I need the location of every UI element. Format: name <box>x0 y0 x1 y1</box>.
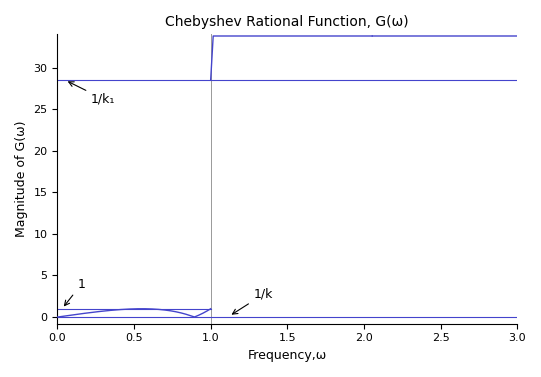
Text: 1: 1 <box>64 278 85 306</box>
Title: Chebyshev Rational Function, G(ω): Chebyshev Rational Function, G(ω) <box>166 15 409 29</box>
Text: 1/k₁: 1/k₁ <box>69 82 115 106</box>
Text: 1/k: 1/k <box>233 288 273 314</box>
X-axis label: Frequency,ω: Frequency,ω <box>248 349 327 362</box>
Y-axis label: Magnitude of G(ω): Magnitude of G(ω) <box>15 121 28 237</box>
